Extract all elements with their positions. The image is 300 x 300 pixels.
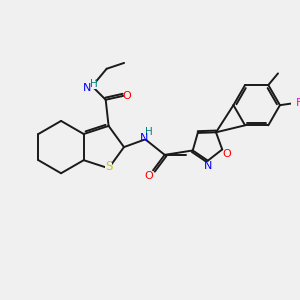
Bar bbox=[105, 163, 112, 170]
Text: H: H bbox=[145, 127, 153, 136]
Text: S: S bbox=[105, 160, 112, 173]
Text: N: N bbox=[204, 161, 212, 172]
Text: F: F bbox=[296, 98, 300, 108]
Text: O: O bbox=[123, 91, 131, 101]
Text: O: O bbox=[145, 171, 154, 181]
Bar bbox=[84, 81, 96, 89]
Text: N: N bbox=[140, 134, 148, 143]
Text: O: O bbox=[223, 149, 231, 159]
Text: N: N bbox=[83, 83, 92, 93]
Bar bbox=[146, 171, 153, 178]
Bar bbox=[296, 100, 300, 106]
Text: H: H bbox=[90, 79, 98, 89]
Bar bbox=[223, 150, 231, 157]
Bar bbox=[204, 162, 212, 169]
Bar bbox=[124, 92, 130, 99]
Bar bbox=[141, 132, 149, 139]
